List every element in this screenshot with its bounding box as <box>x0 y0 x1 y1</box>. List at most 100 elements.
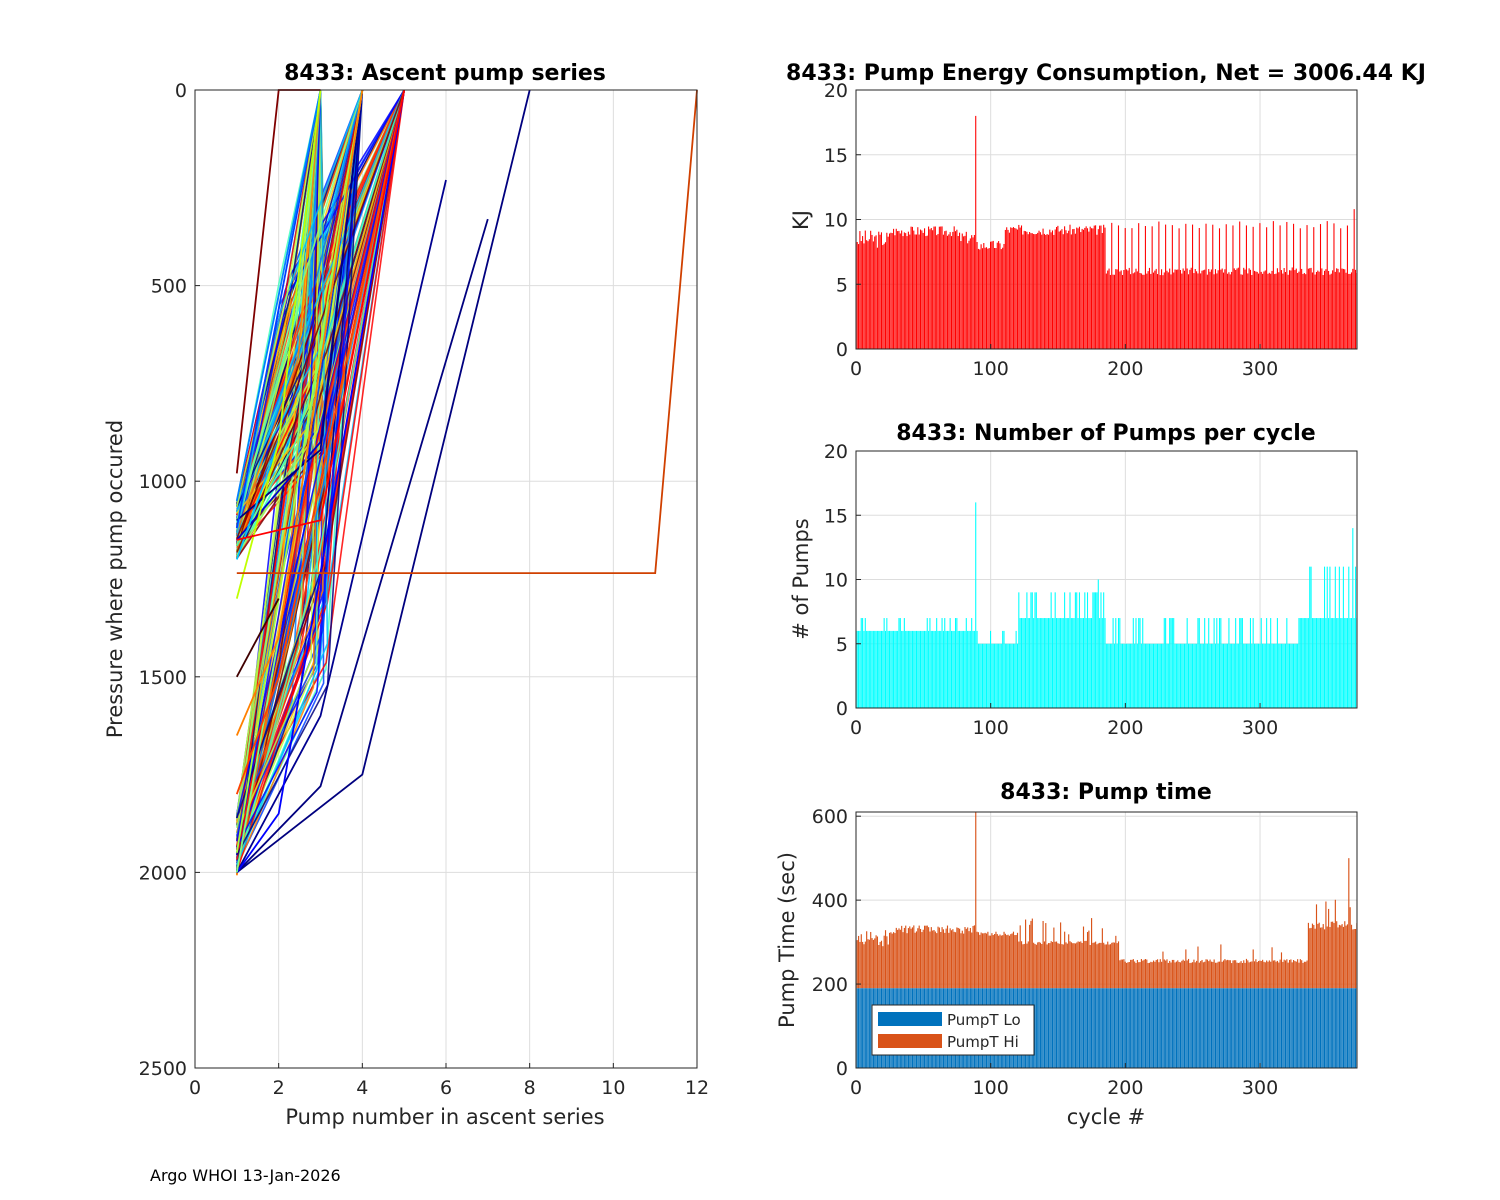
energy-bar <box>1295 268 1297 349</box>
ascent-series-line <box>236 89 364 848</box>
pumptime-bar-lo <box>1279 988 1281 1068</box>
pumps-bar <box>1282 643 1284 708</box>
pumptime-bar-hi <box>898 928 900 989</box>
legend-swatch-lo <box>878 1012 942 1026</box>
pumptime-bar-hi <box>1239 962 1241 989</box>
pumptime-bar-hi <box>1228 960 1230 989</box>
pumptime-bar-lo <box>1065 988 1067 1068</box>
pumptime-bar-hi <box>1132 959 1134 989</box>
pumptime-bar-hi <box>1101 928 1103 989</box>
energy-bar <box>1135 268 1137 349</box>
energy-bar <box>894 235 896 349</box>
pumptime-bar-hi <box>1045 923 1047 989</box>
energy-bar <box>917 227 919 349</box>
energy-bar <box>1041 234 1043 349</box>
pumptime-bar-hi <box>1314 928 1316 989</box>
pumptime-bar-lo <box>1055 988 1058 1068</box>
pumptime-bar-lo <box>1329 988 1331 1068</box>
pumps-bar <box>1018 592 1020 708</box>
pumptime-bar-hi <box>886 936 888 989</box>
pumps-bar <box>1093 592 1095 708</box>
energy-bar <box>1319 224 1322 349</box>
energy-bar <box>940 226 942 349</box>
pumptime-bar-hi <box>922 929 924 989</box>
pumptime-bar-hi <box>937 926 939 989</box>
pumps-bar <box>1112 618 1114 708</box>
energy-bar <box>1095 225 1097 349</box>
pumptime-bar-hi <box>1231 963 1233 989</box>
pumps-bar <box>1111 643 1113 708</box>
pumps-bar <box>922 630 924 708</box>
pumps-bar <box>1155 643 1157 708</box>
pumptime-bar-lo <box>1159 988 1161 1068</box>
pumptime-bar-hi <box>915 931 918 989</box>
pumptime-bar-lo <box>1108 988 1110 1068</box>
pumps-bar <box>888 630 891 708</box>
pumptime-bar-hi <box>1121 959 1124 989</box>
pumps-bar <box>1043 618 1045 708</box>
pumps-bar <box>1190 643 1192 708</box>
ascent-ytick-label: 2500 <box>139 1058 187 1080</box>
pumps-bar <box>1210 643 1212 708</box>
pumptime-bar-hi <box>1076 942 1078 989</box>
pumptime-bar-lo <box>1068 988 1070 1068</box>
energy-bar <box>1255 271 1257 349</box>
pumptime-bar-lo <box>1162 988 1164 1068</box>
energy-bar <box>1037 232 1039 349</box>
energy-bar <box>1280 270 1282 349</box>
pumps-bar <box>1354 566 1357 708</box>
energy-bar <box>995 248 997 349</box>
pumptime-bar-lo <box>1183 988 1186 1068</box>
pumptime-bar-hi <box>1325 901 1327 989</box>
energy-bar <box>1217 270 1219 349</box>
pumptime-bar-lo <box>1190 988 1192 1068</box>
energy-bar <box>1069 224 1071 349</box>
pumptime-bar-lo <box>856 988 858 1068</box>
pumptime-xlabel: cycle # <box>1067 1105 1146 1129</box>
energy-bar <box>1085 226 1087 349</box>
pumptime-bar-hi <box>1192 962 1194 989</box>
pumptime-bar-hi <box>1303 961 1305 989</box>
pumptime-bar-lo <box>1256 988 1258 1068</box>
pumptime-bar-hi <box>1151 962 1153 989</box>
pumptime-bar-hi <box>957 927 959 989</box>
pumptime-bar-hi <box>1349 907 1351 989</box>
pumps-bar <box>1192 643 1194 708</box>
energy-bar <box>1310 267 1312 349</box>
energy-bar <box>1140 273 1142 349</box>
pumps-bar <box>1251 643 1253 708</box>
pumptime-bar-lo <box>1302 988 1304 1068</box>
pumps-bar <box>1253 643 1256 708</box>
pumptime-bar-lo <box>1105 988 1107 1068</box>
pumps-bar <box>1042 618 1044 708</box>
energy-bar <box>984 247 986 349</box>
pumptime-bar-hi <box>1321 927 1323 989</box>
pumptime-bar-lo <box>1192 988 1194 1068</box>
energy-bar <box>1086 228 1089 349</box>
pumptime-bar-hi <box>1264 962 1266 989</box>
pumptime-xtick-label: 300 <box>1242 1077 1278 1099</box>
energy-bar <box>918 234 920 349</box>
ascent-series-line <box>235 89 406 795</box>
pumps-bar <box>1166 643 1168 708</box>
energy-bar <box>1276 268 1278 349</box>
pumptime-bar-lo <box>1350 988 1353 1068</box>
energy-bar <box>860 241 862 349</box>
pumps-bar <box>995 643 997 708</box>
energy-bar <box>870 230 872 349</box>
pumptime-bar-lo <box>1198 988 1200 1068</box>
pumptime-bar-lo <box>1295 988 1297 1068</box>
pumptime-bar-lo <box>1072 988 1074 1068</box>
pumptime-bar-hi <box>1232 960 1234 989</box>
pumptime-bar-lo <box>1213 988 1215 1068</box>
pumptime-ytick-label: 600 <box>812 806 848 828</box>
energy-bar <box>893 228 895 349</box>
pumps-bar <box>897 630 899 708</box>
pumptime-bar-hi <box>1018 941 1020 989</box>
ascent-series-line <box>236 89 406 541</box>
pumps-bar <box>975 502 977 708</box>
pumptime-bar-hi <box>893 932 895 989</box>
pumptime-bar-hi <box>928 927 930 989</box>
pumps-bar <box>1069 592 1071 708</box>
pumptime-bar-hi <box>1065 942 1067 989</box>
